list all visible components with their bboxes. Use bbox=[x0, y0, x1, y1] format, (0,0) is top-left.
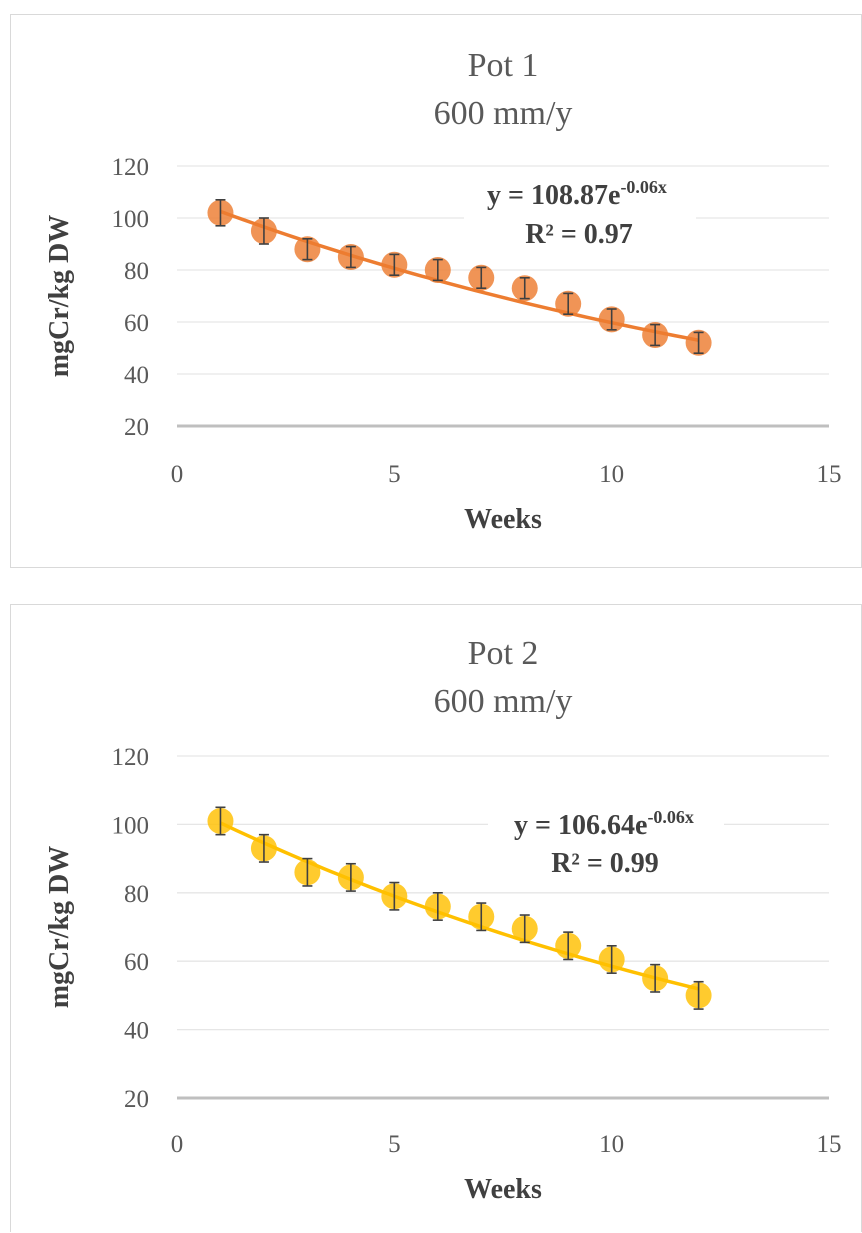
y-tick-label: 120 bbox=[112, 154, 150, 181]
chart-pot-2: Pot 2 600 mm/y 20 40 60 80 100 120 0 5 10 15 Weeks mg… bbox=[10, 604, 862, 1232]
x-axis-title: Weeks bbox=[464, 1174, 542, 1205]
y-tick-label: 120 bbox=[112, 744, 150, 771]
y-axis-title: mgCr/kg DW bbox=[44, 215, 75, 378]
trendline-r-squared: R² = 0.97 bbox=[525, 219, 633, 250]
x-tick-label: 0 bbox=[171, 1131, 184, 1158]
chart-title: Pot 2 bbox=[468, 635, 539, 672]
trendline-equation-exponent: -0.06x bbox=[620, 177, 667, 197]
x-tick-label: 15 bbox=[817, 461, 842, 488]
chart-canvas: Pot 2 600 mm/y 20 40 60 80 100 120 0 5 10 15 Weeks mg… bbox=[11, 605, 862, 1233]
y-tick-label: 20 bbox=[124, 1086, 149, 1113]
trendline-equation-base: y = 106.64e bbox=[514, 810, 647, 841]
trendline-equation-exponent: -0.06x bbox=[647, 807, 694, 827]
chart-canvas: Pot 1 600 mm/y 20 40 60 80 100 120 0 5 10 15 Weeks mg… bbox=[11, 15, 862, 569]
y-tick-label: 100 bbox=[112, 812, 150, 839]
y-tick-label: 60 bbox=[124, 310, 149, 337]
x-tick-label: 5 bbox=[388, 1131, 401, 1158]
y-tick-label: 80 bbox=[124, 881, 149, 908]
x-tick-label: 15 bbox=[817, 1131, 842, 1158]
y-tick-label: 20 bbox=[124, 414, 149, 441]
y-tick-label: 80 bbox=[124, 258, 149, 285]
x-axis-title: Weeks bbox=[464, 504, 542, 535]
y-tick-label: 40 bbox=[124, 1018, 149, 1045]
y-tick-label: 40 bbox=[124, 362, 149, 389]
chart-pot-1: Pot 1 600 mm/y 20 40 60 80 100 120 0 5 10 15 Weeks mg… bbox=[10, 14, 862, 568]
x-tick-label: 10 bbox=[599, 1131, 624, 1158]
chart-title: Pot 1 bbox=[468, 47, 539, 84]
y-axis-title: mgCr/kg DW bbox=[44, 846, 75, 1009]
y-tick-label: 60 bbox=[124, 949, 149, 976]
x-tick-label: 10 bbox=[599, 461, 624, 488]
chart-subtitle: 600 mm/y bbox=[434, 95, 573, 132]
trendline-equation-base: y = 108.87e bbox=[487, 180, 620, 211]
x-tick-label: 5 bbox=[388, 461, 401, 488]
chart-subtitle: 600 mm/y bbox=[434, 683, 573, 720]
x-tick-label: 0 bbox=[171, 461, 184, 488]
y-tick-label: 100 bbox=[112, 206, 150, 233]
trendline-r-squared: R² = 0.99 bbox=[551, 848, 659, 879]
